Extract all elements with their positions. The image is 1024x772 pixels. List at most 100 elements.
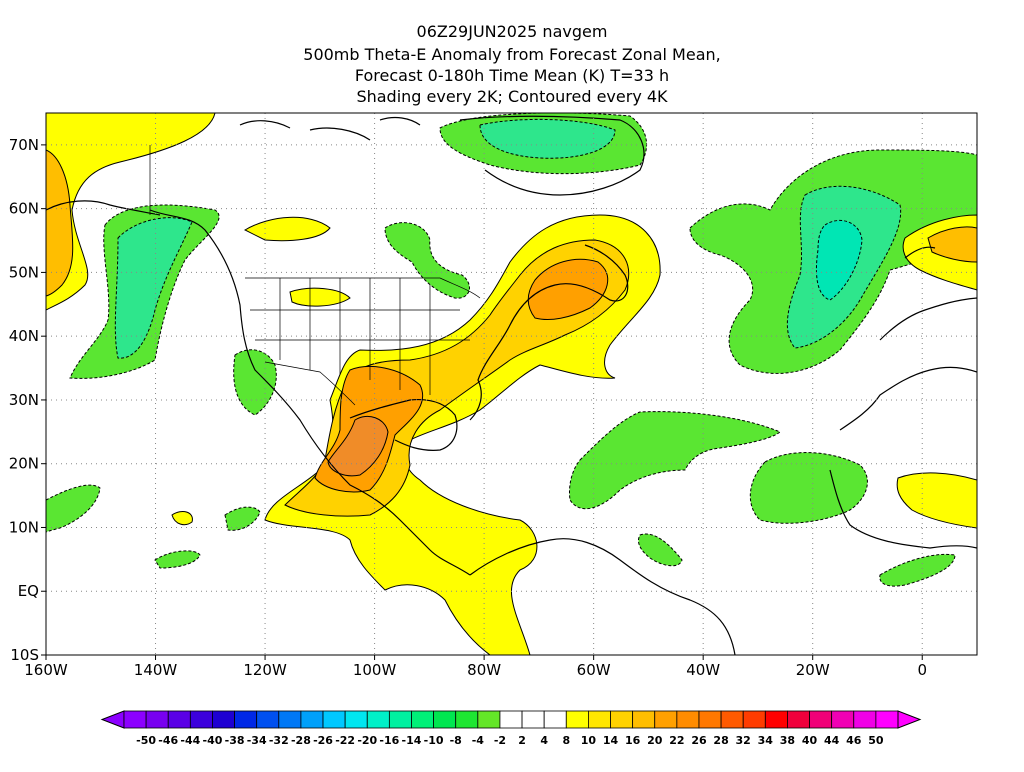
lon-tick-label: 140W — [134, 661, 178, 679]
green-blob-east-pacific — [46, 484, 101, 533]
title-line-3: Forecast 0-180h Time Mean (K) T=33 h — [355, 66, 669, 85]
colorbar-label: -4 — [472, 734, 485, 747]
colorbar-swatch — [388, 710, 412, 729]
colorbar-label: 16 — [625, 734, 641, 747]
coast-africa — [829, 366, 977, 549]
colorbar-swatch — [720, 710, 744, 729]
yellow-blob-north-pacific — [243, 216, 331, 242]
colorbar-swatch — [322, 710, 346, 729]
lat-tick-label: 40N — [9, 327, 39, 345]
colorbar-label: 34 — [758, 734, 774, 747]
map-frame — [45, 112, 978, 656]
border-us-canada — [245, 277, 481, 299]
colorbar-swatch — [588, 710, 611, 729]
colorbar-swatch — [499, 710, 523, 729]
colorbar-label: -20 — [357, 734, 377, 747]
coast-arctic-islands — [239, 116, 421, 141]
colorbar-swatch — [433, 710, 457, 729]
colorbar-swatch — [344, 710, 368, 729]
title-line-1: 06Z29JUN2025 navgem — [417, 22, 608, 41]
colorbar-label: 22 — [669, 734, 684, 747]
colorbar-label: 50 — [868, 734, 884, 747]
colorbar-label: 44 — [824, 734, 840, 747]
colorbar-label: 14 — [603, 734, 619, 747]
borders — [149, 145, 481, 406]
colorbar-swatch — [455, 710, 479, 729]
colorbar-swatch — [809, 710, 833, 729]
colorbar-swatch — [256, 710, 280, 729]
colorbar-label: -46 — [158, 734, 178, 747]
coast-north-america-west — [149, 209, 471, 576]
lat-tick-label: 20N — [9, 455, 39, 473]
teal-core-ne-atlantic — [816, 220, 863, 301]
colorbar-swatch — [543, 710, 567, 729]
colorbar-swatch — [875, 710, 899, 729]
coast-europe — [879, 246, 977, 341]
green-region-hudson — [384, 222, 470, 299]
colorbar-swatch — [654, 710, 678, 729]
colorbar-label: -28 — [291, 734, 311, 747]
orange-region-europe — [927, 226, 977, 263]
yellow-blob-pacific-3 — [171, 511, 193, 526]
colorbar-label: -38 — [225, 734, 245, 747]
lat-tick-label: 10S — [10, 646, 39, 664]
green-region-baja — [233, 349, 277, 416]
lon-tick-label: 40W — [686, 661, 720, 679]
colorbar-label: -14 — [402, 734, 422, 747]
colorbar-swatch — [853, 710, 877, 729]
colorbar-swatch — [145, 710, 169, 729]
anomaly-shading — [46, 113, 977, 655]
colorbar-swatch — [189, 710, 213, 729]
graticule — [46, 113, 977, 655]
colorbar-label: -34 — [247, 734, 267, 747]
colorbar-label: -22 — [335, 734, 355, 747]
coast-greenland — [459, 115, 645, 196]
colorbar-label: 46 — [846, 734, 862, 747]
colorbar-label: -50 — [136, 734, 156, 747]
colorbar-label: 28 — [713, 734, 728, 747]
title-line-2: 500mb Theta-E Anomaly from Forecast Zona… — [303, 45, 720, 64]
coast-south-america — [469, 538, 736, 655]
colorbar-label: -10 — [424, 734, 444, 747]
lat-tick-label: 50N — [9, 263, 39, 281]
colorbar-label: 10 — [581, 734, 597, 747]
colorbar-label: -26 — [313, 734, 333, 747]
colorbar-label: -8 — [450, 734, 462, 747]
title-line-4: Shading every 2K; Contoured every 4K — [356, 87, 668, 106]
latitude-labels: 70N 60N 50N 40N 30N 20N 10N EQ 10S — [9, 136, 46, 664]
lon-tick-label: 80W — [467, 661, 501, 679]
colorbar-swatch — [477, 710, 501, 729]
colorbar-swatch — [632, 710, 656, 729]
coast-alaska — [46, 200, 161, 216]
colorbar-label: 4 — [540, 734, 548, 747]
colorbar-label: -40 — [203, 734, 223, 747]
colorbar-right-arrow — [897, 710, 922, 729]
longitude-labels: 160W 140W 120W 100W 80W 60W 40W 20W 0 — [24, 655, 927, 679]
green-region-central-atlantic — [569, 411, 781, 510]
colorbar-swatch — [366, 710, 390, 729]
border-us-mexico — [264, 361, 356, 406]
colorbar-label: -16 — [379, 734, 399, 747]
colorbar-swatch — [676, 710, 700, 729]
green-blob-south-atlantic — [637, 533, 683, 567]
colorbar-left-arrow — [100, 710, 125, 729]
lat-tick-label: EQ — [18, 582, 39, 600]
coastlines — [46, 115, 977, 655]
yellow-region-west-edge — [46, 113, 216, 311]
cyan-region-greenland — [479, 118, 616, 159]
colorbar-swatch — [234, 710, 258, 729]
lon-tick-label: 100W — [353, 661, 397, 679]
colorbar-swatch — [411, 710, 435, 729]
colorbar-swatch — [521, 710, 545, 729]
colorbar-swatch — [764, 710, 788, 729]
colorbar-label: -2 — [494, 734, 506, 747]
lon-tick-label: 0 — [917, 661, 927, 679]
yellow-blob-great-basin — [289, 287, 351, 307]
colorbar-swatch — [831, 710, 855, 729]
colorbar-swatch — [787, 710, 810, 729]
lat-tick-label: 60N — [9, 200, 39, 218]
colorbar: -50 -46 -44 -40 -38 -34 -32 -28 -26 -22 -20 -16 -14-… — [100, 710, 922, 747]
